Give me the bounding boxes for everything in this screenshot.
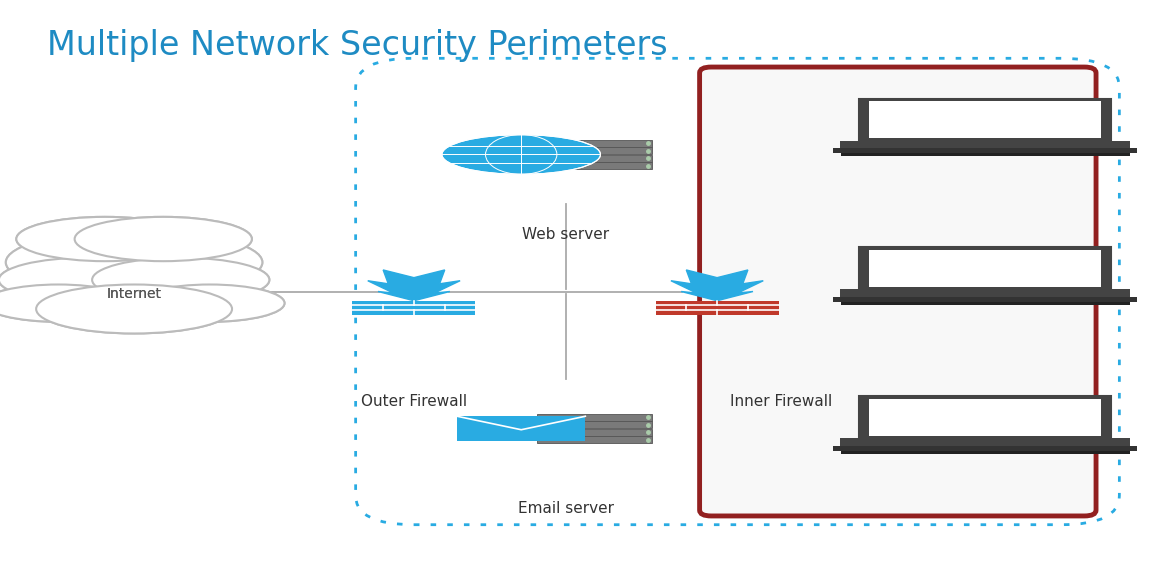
Text: Internet: Internet [106,287,162,301]
FancyBboxPatch shape [859,247,1111,289]
FancyBboxPatch shape [841,141,1130,148]
Ellipse shape [6,230,262,294]
FancyBboxPatch shape [841,451,1130,454]
Ellipse shape [0,285,133,322]
Ellipse shape [0,285,133,322]
FancyBboxPatch shape [655,301,779,315]
FancyBboxPatch shape [538,155,652,161]
Text: Inner Firewall: Inner Firewall [730,394,833,409]
Text: Email server: Email server [518,501,613,517]
FancyBboxPatch shape [870,399,1101,436]
FancyBboxPatch shape [538,147,652,154]
FancyBboxPatch shape [457,416,585,441]
FancyBboxPatch shape [700,67,1096,516]
FancyBboxPatch shape [870,250,1101,287]
FancyBboxPatch shape [870,101,1101,138]
FancyBboxPatch shape [834,297,1137,302]
FancyBboxPatch shape [841,302,1130,305]
Polygon shape [367,270,461,301]
Ellipse shape [75,217,252,261]
Ellipse shape [135,285,285,322]
Ellipse shape [92,258,269,302]
Ellipse shape [135,285,285,322]
FancyBboxPatch shape [834,445,1137,451]
Ellipse shape [16,217,194,261]
Ellipse shape [36,285,232,333]
Text: Outer Firewall: Outer Firewall [360,394,468,409]
Ellipse shape [0,258,176,302]
FancyBboxPatch shape [538,140,652,146]
Text: Internet: Internet [106,287,162,301]
FancyBboxPatch shape [859,396,1111,438]
Text: Multiple Network Security Perimeters: Multiple Network Security Perimeters [47,29,667,62]
FancyBboxPatch shape [352,301,476,315]
Ellipse shape [36,285,232,333]
FancyBboxPatch shape [538,163,652,169]
Text: Web server: Web server [522,227,609,243]
FancyBboxPatch shape [538,414,652,420]
FancyBboxPatch shape [538,429,652,436]
FancyBboxPatch shape [859,99,1111,141]
Ellipse shape [6,230,262,294]
Ellipse shape [16,217,194,261]
Ellipse shape [0,258,176,302]
FancyBboxPatch shape [834,148,1137,153]
Polygon shape [670,270,764,301]
Ellipse shape [442,135,600,174]
Ellipse shape [75,217,252,261]
FancyBboxPatch shape [841,289,1130,297]
FancyBboxPatch shape [841,153,1130,156]
FancyBboxPatch shape [538,437,652,443]
FancyBboxPatch shape [841,438,1130,445]
FancyBboxPatch shape [538,422,652,428]
Ellipse shape [92,258,269,302]
